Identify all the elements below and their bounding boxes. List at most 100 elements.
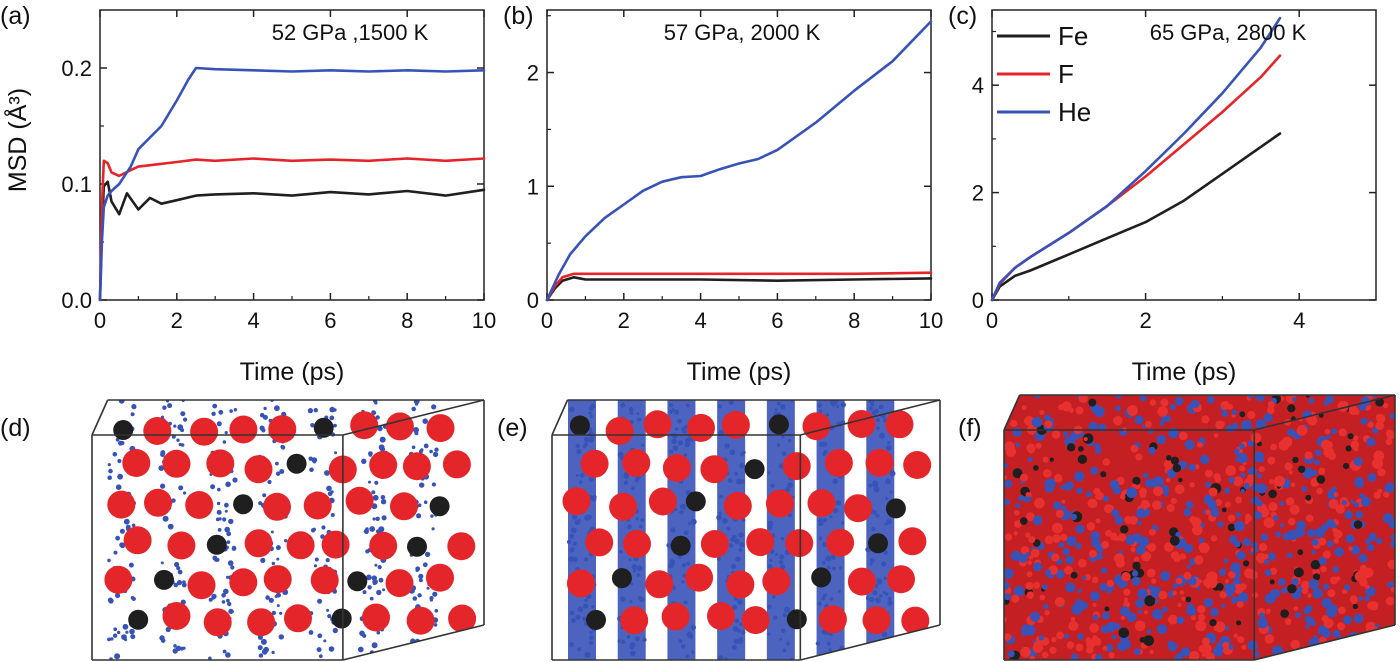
atom-dot	[1294, 612, 1301, 618]
he-atom	[630, 582, 634, 586]
he-atom	[183, 491, 187, 495]
f-cluster	[802, 412, 831, 441]
atom-dot	[1034, 395, 1040, 399]
he-atom	[674, 409, 680, 415]
atom-dot	[1252, 592, 1259, 599]
he-atom	[591, 604, 595, 609]
he-atom	[875, 513, 880, 518]
he-atom	[832, 566, 836, 571]
atom-dot	[1354, 640, 1363, 648]
atom-dot	[1343, 463, 1350, 470]
he-atom	[819, 441, 825, 447]
atom-dot	[1030, 548, 1040, 558]
atom-dot	[1172, 590, 1177, 596]
he-atom	[571, 514, 578, 520]
atom-dot	[1088, 398, 1097, 407]
he-atom	[411, 445, 416, 450]
atom-dot	[1041, 651, 1049, 658]
atom-dot	[1260, 533, 1268, 542]
he-atom	[226, 598, 230, 603]
atom-cloud	[104, 400, 477, 660]
atom-dot	[1305, 514, 1314, 523]
he-atom	[636, 412, 640, 416]
x-tick-label: 4	[247, 308, 259, 333]
atom-dot	[1136, 520, 1142, 526]
atom-dot	[1243, 482, 1250, 490]
f-cluster	[303, 491, 332, 520]
he-atom	[838, 589, 842, 594]
atom-dot	[1051, 637, 1057, 643]
atom-dot	[1337, 622, 1345, 631]
he-atom	[678, 639, 683, 644]
atom-dot	[1355, 510, 1364, 519]
he-atom	[419, 482, 425, 488]
series-line-0	[98, 180, 486, 302]
he-atom	[679, 510, 684, 515]
he-atom	[681, 580, 685, 584]
fe-cluster	[347, 571, 368, 592]
y-tick-label: 1	[527, 174, 539, 199]
atom-dot	[1147, 543, 1156, 552]
atom-dot	[1172, 463, 1182, 473]
atom-dot	[1253, 511, 1262, 520]
he-atom	[176, 580, 183, 586]
he-atom	[178, 442, 182, 447]
he-atom	[160, 452, 165, 457]
atom-dot	[1353, 613, 1364, 624]
atom-dot	[1169, 403, 1176, 410]
atom-dot	[1033, 581, 1041, 589]
he-atom	[114, 653, 121, 660]
atom-dot	[1033, 562, 1043, 572]
atom-dot	[1044, 414, 1051, 421]
atom-dot	[1267, 456, 1276, 465]
atom-dot	[1089, 623, 1099, 633]
he-atom	[224, 509, 228, 513]
he-atom	[619, 549, 623, 554]
he-atom	[620, 402, 626, 408]
he-atom	[308, 630, 314, 635]
atom-dot	[1330, 428, 1337, 435]
he-atom	[639, 524, 643, 529]
he-atom	[865, 596, 870, 600]
atom-dot	[1227, 514, 1236, 522]
he-atom	[872, 482, 879, 488]
he-atom	[119, 528, 125, 534]
atom-dot	[1085, 637, 1092, 643]
he-atom	[171, 498, 176, 503]
atom-dot	[1375, 421, 1384, 430]
he-atom	[668, 403, 673, 408]
he-atom	[767, 471, 771, 475]
series-line-1	[545, 271, 933, 302]
atom-dot	[1014, 510, 1020, 516]
he-atom	[422, 418, 429, 425]
legend-label-Fe: Fe	[1058, 21, 1088, 51]
he-atom	[217, 528, 222, 532]
fe-cluster	[786, 609, 807, 630]
he-atom	[781, 435, 785, 439]
atom-dot	[1075, 643, 1084, 652]
he-atom	[424, 551, 431, 558]
atom-dot	[1225, 465, 1236, 476]
box-edge	[91, 399, 109, 436]
atom-dot	[1305, 624, 1310, 629]
atom-dot	[1172, 583, 1178, 589]
atom-dot	[1269, 479, 1275, 485]
atom-dot	[1287, 404, 1296, 413]
he-atom	[420, 448, 424, 452]
he-atom	[569, 548, 575, 553]
he-atom	[818, 536, 823, 541]
atom-dot	[1275, 531, 1282, 538]
atom-dot	[1118, 627, 1130, 639]
series-line-F	[990, 54, 1282, 302]
he-atom	[586, 514, 592, 520]
he-atom	[124, 638, 128, 642]
atom-dot	[1310, 559, 1321, 570]
panel-label: (c)	[948, 2, 977, 30]
atom-dot	[1307, 528, 1316, 538]
f-cluster	[107, 490, 136, 519]
he-atom	[885, 478, 891, 485]
fe-cluster	[407, 536, 427, 557]
f-cluster	[167, 531, 196, 560]
he-atom	[784, 606, 790, 613]
atom-dot	[1105, 529, 1112, 537]
